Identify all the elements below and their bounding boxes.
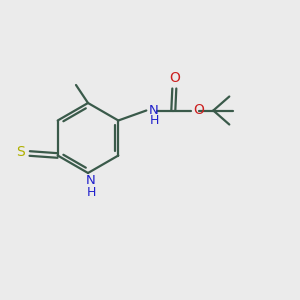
Text: N: N xyxy=(148,104,158,117)
Text: O: O xyxy=(169,71,180,85)
Text: H: H xyxy=(149,114,159,127)
Text: O: O xyxy=(193,103,204,118)
Text: N: N xyxy=(86,174,96,187)
Text: H: H xyxy=(86,186,96,199)
Text: S: S xyxy=(16,146,25,160)
